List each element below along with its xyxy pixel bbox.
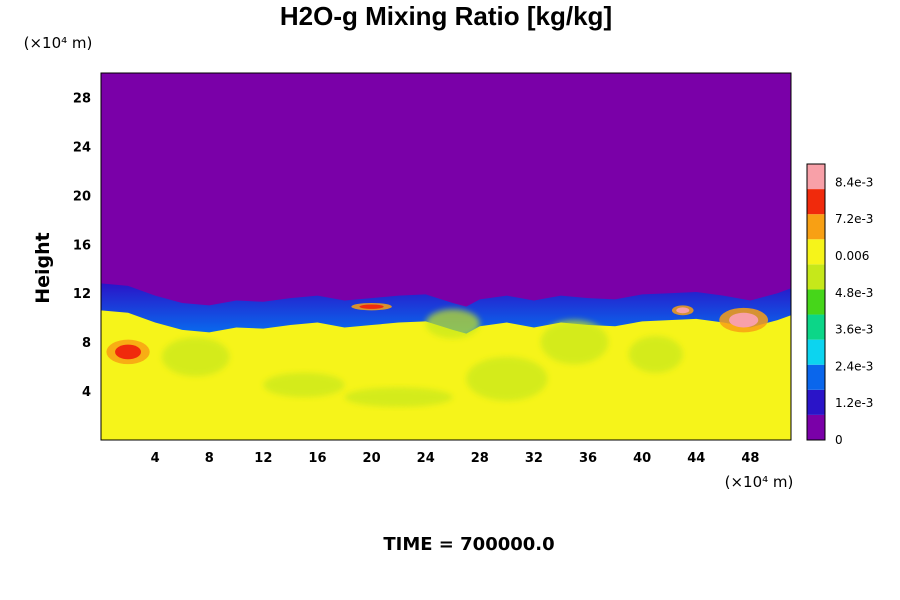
dry-patch xyxy=(425,309,480,339)
colorbar-tick-label: 0 xyxy=(835,433,843,447)
moist-patch xyxy=(676,307,690,314)
colorbar-segment xyxy=(807,389,825,415)
x-tick-label: 36 xyxy=(579,451,597,466)
colorbar-tick-label: 7.2e-3 xyxy=(835,212,873,226)
colorbar-segment xyxy=(807,289,825,315)
colorbar-segment xyxy=(807,239,825,265)
colorbar-tick-label: 4.8e-3 xyxy=(835,286,873,300)
dry-patch xyxy=(540,320,609,365)
moist-patch xyxy=(729,312,759,328)
colorbar-tick-label: 0.006 xyxy=(835,249,869,263)
y-tick-label: 8 xyxy=(82,336,91,351)
x-tick-label: 28 xyxy=(471,451,489,466)
y-tick-label: 24 xyxy=(73,140,91,155)
x-tick-label: 24 xyxy=(417,451,435,466)
dry-patch xyxy=(161,337,230,377)
y-axis-unit: (×10⁴ m) xyxy=(24,34,93,52)
colorbar-tick-label: 8.4e-3 xyxy=(835,175,873,189)
dry-patch xyxy=(466,356,548,401)
plot-frame xyxy=(100,72,792,441)
x-tick-label: 16 xyxy=(308,451,326,466)
y-tick-label: 28 xyxy=(73,91,91,106)
dry-patch xyxy=(344,387,453,407)
moist-patch xyxy=(359,304,384,309)
near-surface-layer xyxy=(101,425,791,440)
x-tick-label: 12 xyxy=(254,451,272,466)
colorbar-tick-label: 2.4e-3 xyxy=(835,359,873,373)
colorbar: 0 1.2e-3 2.4e-3 3.6e-3 4.8e-3 0.006 7.2e-3 8.4e… xyxy=(806,163,873,447)
x-tick-label: 48 xyxy=(741,451,759,466)
x-tick-label: 8 xyxy=(205,451,214,466)
colorbar-segment xyxy=(807,414,825,440)
dry-patch xyxy=(263,372,345,398)
y-axis: 4 8 12 16 20 24 28 xyxy=(73,91,91,400)
lower-moist-layer xyxy=(101,310,791,440)
y-tick-label: 20 xyxy=(73,189,91,204)
x-axis: 4 8 12 16 20 24 28 32 36 40 44 48 xyxy=(151,451,760,466)
colorbar-segment xyxy=(807,264,825,290)
colorbar-tick-label: 3.6e-3 xyxy=(835,323,873,337)
colorbar-segment xyxy=(807,314,825,340)
colorbar-segment xyxy=(807,164,825,190)
x-axis-unit: (×10⁴ m) xyxy=(725,473,794,491)
colorbar-segment xyxy=(807,189,825,215)
x-tick-label: 44 xyxy=(687,451,705,466)
colorbar-tick-label: 1.2e-3 xyxy=(835,396,873,410)
x-tick-label: 20 xyxy=(363,451,381,466)
colorbar-frame xyxy=(806,163,826,441)
x-tick-label: 32 xyxy=(525,451,543,466)
x-tick-label: 4 xyxy=(151,451,160,466)
y-tick-label: 16 xyxy=(73,238,91,253)
y-tick-label: 4 xyxy=(82,385,91,400)
colorbar-segment xyxy=(807,364,825,390)
x-tick-label: 40 xyxy=(633,451,651,466)
y-tick-label: 12 xyxy=(73,287,91,302)
colorbar-segment xyxy=(807,339,825,365)
plot-area xyxy=(101,73,791,440)
time-label: TIME = 700000.0 xyxy=(383,534,554,555)
y-axis-label: Height xyxy=(32,232,54,304)
moist-patch xyxy=(115,344,142,360)
dry-patch xyxy=(628,336,683,373)
colorbar-segment xyxy=(807,214,825,240)
chart-title: H2O-g Mixing Ratio [kg/kg] xyxy=(280,1,612,31)
